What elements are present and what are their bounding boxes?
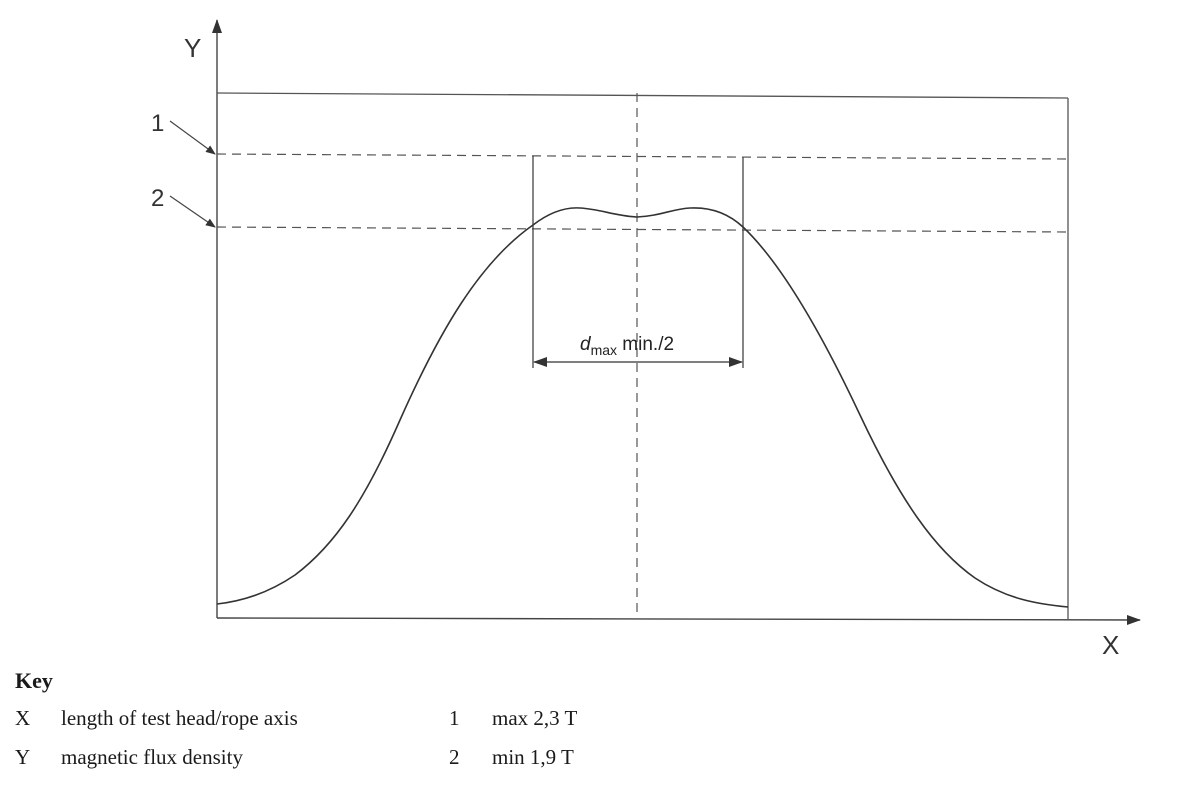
level-2-label: 2 — [151, 185, 164, 212]
key-number: 2 — [449, 745, 460, 769]
dimension-text: min./2 — [617, 334, 674, 355]
key-title: Key — [15, 668, 53, 693]
key-description: magnetic flux density — [61, 745, 243, 769]
flux-density-curve — [216, 207, 1069, 608]
frame-top — [216, 92, 1069, 99]
level-1-line — [216, 153, 1069, 160]
key-value: max 2,3 T — [492, 706, 578, 730]
level-1-label: 1 — [151, 110, 164, 137]
key-value: min 1,9 T — [492, 745, 574, 769]
y-axis-label: Y — [184, 33, 201, 63]
key-symbol: X — [15, 706, 31, 730]
key-symbol: Y — [15, 745, 31, 769]
level-2-leader — [169, 195, 216, 228]
level-1-leader — [169, 120, 216, 155]
x-axis-label: X — [1102, 630, 1119, 660]
key-number: 1 — [449, 706, 460, 730]
flux-density-diagram: Y X 1 2 dmax min./2 — [151, 19, 1141, 660]
level-2-line — [216, 226, 1069, 233]
x-axis — [216, 614, 1141, 625]
dimension-label: dmax min./2 — [580, 334, 674, 358]
key-description: length of test head/rope axis — [61, 706, 298, 730]
dimension-subscript: max — [591, 342, 617, 358]
dimension-symbol: d — [580, 334, 592, 355]
